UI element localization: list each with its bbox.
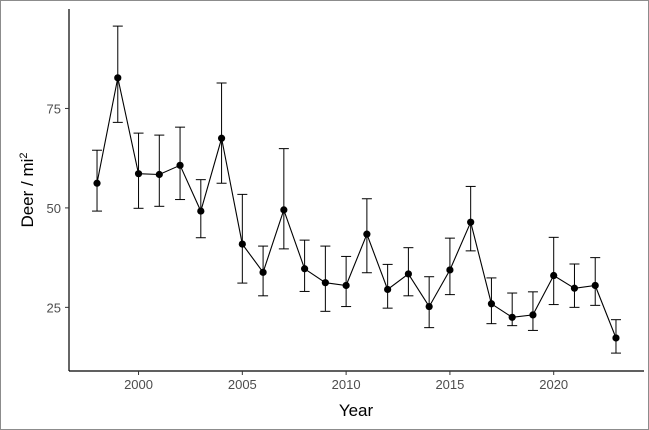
data-point-2012: [384, 285, 392, 294]
data-point-2001: [155, 170, 163, 179]
data-point-2009: [321, 279, 329, 287]
error-bar-2005: [237, 193, 248, 284]
data-point-2019: [529, 311, 537, 319]
data-point-2004: [217, 134, 226, 142]
error-bar-2001: [154, 134, 165, 207]
x-axis-title: Year: [339, 401, 374, 420]
data-point-2005: [238, 240, 246, 248]
data-point-1998: [93, 179, 101, 187]
axes: [68, 9, 644, 372]
x-tick-label-2005: 2005: [228, 377, 257, 392]
data-point-2008: [301, 265, 309, 273]
y-axis-title: Deer / mi2: [18, 152, 37, 227]
x-tick-label-2010: 2010: [332, 377, 361, 392]
data-point-2021: [570, 284, 579, 292]
data-point-2016: [467, 218, 475, 226]
y-axis-title-superscript: 2: [18, 152, 30, 158]
data-point-2010: [342, 281, 350, 290]
data-point-2000: [134, 170, 143, 178]
data-point-2011: [363, 230, 371, 238]
data-point-2015: [446, 266, 454, 274]
x-tick-label-2000: 2000: [124, 377, 153, 392]
error-bar-2009: [320, 245, 331, 312]
error-bar-2022: [590, 257, 601, 306]
error-bar-2014: [424, 276, 435, 329]
ticks: 2000 2005 2010 2015 2020 25 50 75: [47, 101, 569, 392]
error-bar-2020: [548, 236, 559, 306]
y-axis-title-main: Deer / mi: [18, 159, 37, 228]
data-point-2006: [259, 268, 267, 276]
data-point-2007: [280, 206, 288, 214]
x-tick-label-2015: 2015: [435, 377, 464, 392]
data-point-2020: [550, 271, 558, 280]
data-points: [93, 74, 620, 342]
data-point-2023: [612, 334, 620, 342]
error-bars: [92, 25, 621, 354]
y-tick-label-50: 50: [47, 201, 61, 216]
data-point-2018: [508, 313, 516, 321]
x-tick-label-2020: 2020: [539, 377, 568, 392]
data-point-1999: [114, 74, 122, 82]
y-tick-label-75: 75: [47, 101, 61, 116]
error-bar-2019: [527, 291, 538, 331]
error-bar-2007: [278, 148, 289, 250]
y-tick-label-25: 25: [47, 300, 61, 315]
data-point-2002: [176, 161, 184, 169]
error-bar-2010: [341, 255, 352, 308]
data-point-2003: [197, 207, 205, 215]
data-point-2022: [591, 281, 599, 290]
series-line: [96, 77, 617, 339]
data-point-2017: [487, 300, 496, 308]
data-point-2013: [404, 270, 412, 278]
data-point-2014: [425, 302, 433, 311]
error-bar-2004: [216, 82, 227, 184]
